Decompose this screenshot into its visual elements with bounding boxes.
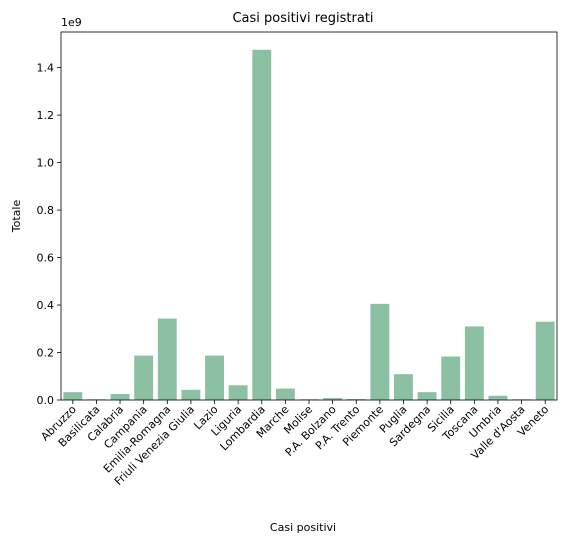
bar-sardegna [417, 392, 437, 400]
bar-lazio [205, 355, 224, 400]
bar-liguria [228, 385, 248, 400]
y-tick-label: 1.2 [37, 109, 55, 122]
bar-umbria [488, 395, 508, 400]
x-axis-ticks: AbruzzoBasilicataCalabriaCampaniaEmilia-… [38, 400, 551, 488]
chart-title: Casi positivi registrati [232, 11, 373, 26]
bar-abruzzo [63, 392, 83, 400]
bar-emilia-romagna [157, 318, 177, 400]
bar-friuli-venezia-giulia [181, 389, 201, 400]
y-tick-label: 0.8 [37, 204, 55, 217]
bar-marche [275, 388, 295, 400]
bar-puglia [394, 374, 413, 400]
y-tick-label: 0.2 [37, 347, 55, 360]
y-axis-offset-label: 1e9 [61, 16, 82, 29]
y-tick-label: 1.0 [37, 157, 55, 170]
bar-toscana [464, 326, 484, 400]
bar-campania [134, 355, 154, 400]
bar-piemonte [370, 303, 390, 400]
bar-calabria [110, 394, 130, 400]
bar-p-a-bolzano [323, 398, 343, 400]
bar-p-a-trento [346, 399, 366, 400]
y-axis-ticks: 0.0 0.2 0.4 0.6 0.8 1.0 1.2 1.4 [37, 62, 61, 407]
bars-group [63, 49, 555, 400]
y-tick-label: 1.4 [37, 62, 55, 75]
plot-frame [60, 31, 558, 401]
y-axis-label: Totale [10, 200, 23, 234]
y-tick-label: 0.6 [37, 252, 55, 265]
bar-veneto [535, 321, 555, 400]
bar-sicilia [441, 356, 461, 400]
x-axis-label: Casi positivi [270, 521, 336, 534]
y-tick-label: 0.0 [37, 394, 55, 407]
bar-lombardia [252, 49, 272, 400]
y-tick-label: 0.4 [37, 299, 55, 312]
